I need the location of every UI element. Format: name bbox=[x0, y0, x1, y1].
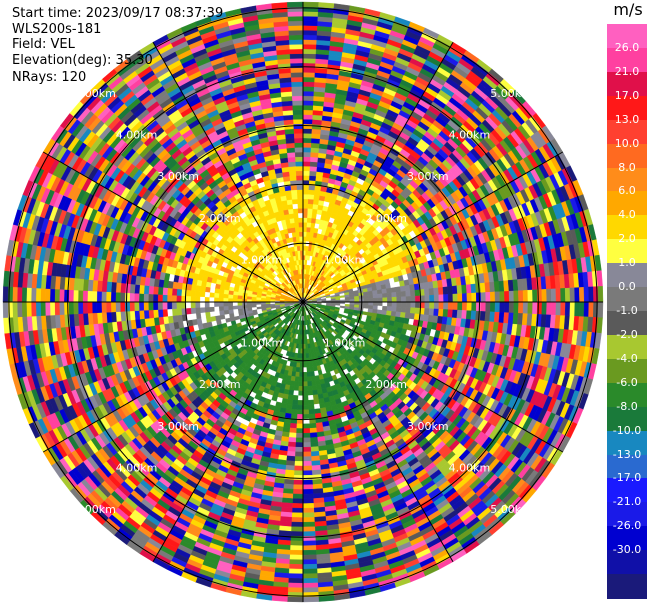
colorbar-segment bbox=[607, 191, 647, 216]
range-ring-label: 2.00km bbox=[365, 378, 407, 391]
colorbar-segment bbox=[607, 430, 647, 456]
colorbar-segment bbox=[607, 47, 647, 73]
colorbar-segment bbox=[607, 215, 647, 240]
colorbar-segment bbox=[607, 526, 647, 551]
range-ring-label: 4.00km bbox=[449, 129, 491, 142]
colorbar-tick-label: 13.0 bbox=[614, 112, 640, 126]
azimuth-spoke bbox=[302, 41, 454, 303]
range-ring-label: 4.00km bbox=[116, 461, 158, 474]
colorbar-segment bbox=[607, 95, 647, 121]
elevation-text: Elevation(deg): 35.30 bbox=[12, 53, 153, 69]
colorbar-tick-label: 21.0 bbox=[614, 64, 640, 78]
azimuth-spoke bbox=[302, 151, 564, 303]
colorbar: 26.0 21.0 17.0 13.0 10.0 8.0 6.0 4.0 2.0 1.0 0.0 -1… bbox=[607, 24, 647, 599]
range-ring-label: 2.00km bbox=[365, 212, 407, 225]
azimuth-spoke bbox=[42, 151, 304, 303]
colorbar-segment bbox=[607, 478, 647, 503]
colorbar-unit: m/s bbox=[613, 0, 643, 19]
colorbar-segment bbox=[607, 263, 647, 288]
colorbar-tick-label: -10.0 bbox=[612, 423, 642, 437]
range-ring-label: 3.00km bbox=[157, 170, 199, 183]
velocity-field bbox=[2, 1, 604, 603]
colorbar-segment bbox=[607, 334, 647, 360]
colorbar-tick-label: -17.0 bbox=[612, 471, 642, 485]
colorbar-segment bbox=[607, 382, 647, 408]
colorbar-tick-label: -6.0 bbox=[616, 375, 638, 389]
colorbar-segment bbox=[607, 287, 647, 312]
colorbar-segment bbox=[607, 574, 647, 599]
azimuth-spoke bbox=[152, 41, 304, 303]
range-ring-label: 1.00km bbox=[241, 253, 283, 266]
azimuth-spoke bbox=[302, 301, 454, 563]
instrument-text: WLS200s-181 bbox=[12, 21, 102, 37]
colorbar-segment bbox=[607, 167, 647, 193]
scan-info: Start time: 2023/09/17 08:37:39 WLS200s-… bbox=[12, 6, 223, 86]
colorbar-segment bbox=[607, 502, 647, 527]
colorbar-tick-label: -4.0 bbox=[616, 351, 638, 365]
range-ring-label: 3.00km bbox=[407, 420, 449, 433]
colorbar-segment bbox=[607, 239, 647, 264]
range-ring-label: 2.00km bbox=[199, 378, 241, 391]
range-ring-label: 3.00km bbox=[407, 170, 449, 183]
colorbar-segment bbox=[607, 454, 647, 480]
colorbar-tick-label: 17.0 bbox=[614, 88, 640, 102]
colorbar-segment bbox=[607, 24, 647, 49]
colorbar-tick-label: -2.0 bbox=[616, 327, 638, 341]
colorbar-tick-label: 10.0 bbox=[614, 136, 640, 150]
colorbar-tick-label: -30.0 bbox=[612, 543, 642, 557]
range-ring-label: 4.00km bbox=[449, 461, 491, 474]
azimuth-spoke bbox=[302, 301, 564, 453]
colorbar-segment bbox=[607, 550, 647, 575]
range-rings bbox=[3, 2, 603, 602]
range-ring-label: 1.00km bbox=[241, 337, 283, 350]
range-ring-label: 1.00km bbox=[324, 337, 366, 350]
colorbar-tick-label: -1.0 bbox=[616, 304, 638, 317]
range-ring-label: 1.00km bbox=[324, 253, 366, 266]
range-ring-label: 2.00km bbox=[199, 212, 241, 225]
colorbar-tick-label: -8.0 bbox=[616, 399, 638, 413]
start-time-text: Start time: 2023/09/17 08:37:39 bbox=[12, 6, 224, 21]
colorbar-segment bbox=[607, 358, 647, 384]
field-text: Field: VEL bbox=[12, 37, 75, 53]
range-ring-label: 5.00km bbox=[490, 503, 532, 516]
colorbar-tick-label: -21.0 bbox=[612, 495, 642, 509]
range-ring-label: 5.00km bbox=[74, 503, 116, 516]
colorbar-tick-label: 26.0 bbox=[614, 40, 640, 54]
range-ring-label: 5.00km bbox=[490, 87, 532, 100]
colorbar-tick-label: 1.0 bbox=[618, 256, 636, 270]
azimuth-spoke bbox=[152, 301, 304, 563]
range-ring-label: 3.00km bbox=[157, 420, 199, 433]
colorbar-segment bbox=[607, 406, 647, 432]
colorbar-tick-label: 6.0 bbox=[618, 184, 636, 198]
colorbar-segment bbox=[607, 311, 647, 336]
colorbar-segment bbox=[607, 71, 647, 97]
colorbar-tick-label: 2.0 bbox=[618, 232, 636, 246]
colorbar-tick-label: -13.0 bbox=[612, 447, 642, 461]
azimuth-spoke bbox=[42, 301, 304, 453]
range-ring-label: 4.00km bbox=[116, 129, 158, 142]
colorbar-tick-label: 4.0 bbox=[618, 208, 636, 222]
colorbar-tick-label: -26.0 bbox=[612, 519, 642, 533]
colorbar-segment bbox=[607, 119, 647, 145]
colorbar-tick-label: 0.0 bbox=[618, 280, 636, 294]
colorbar-tick-label: 8.0 bbox=[618, 160, 636, 174]
colorbar-segment bbox=[607, 143, 647, 169]
range-ring-label: 5.00km bbox=[74, 87, 116, 100]
nrays-text: NRays: 120 bbox=[12, 70, 87, 86]
